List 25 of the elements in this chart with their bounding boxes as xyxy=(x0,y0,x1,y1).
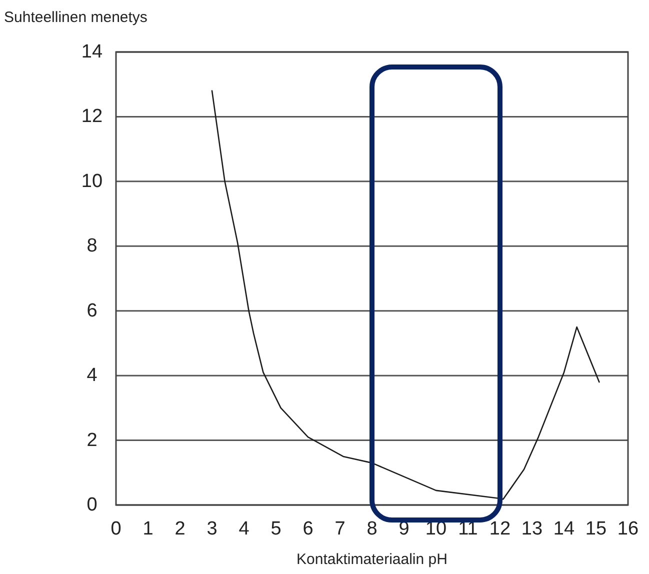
y-tick-label: 12 xyxy=(81,106,103,128)
x-tick-label: 0 xyxy=(110,518,122,540)
x-tick-label: 16 xyxy=(617,518,639,540)
y-tick-label: 2 xyxy=(86,430,98,451)
line-series xyxy=(211,90,600,500)
x-tick-label: 13 xyxy=(521,518,543,540)
y-tick-label: 4 xyxy=(86,365,98,386)
y-tick-label: 10 xyxy=(81,170,103,192)
y-axis-title: Suhteellinen menetys xyxy=(4,9,148,26)
x-tick-label: 12 xyxy=(489,518,511,540)
x-tick-label: 3 xyxy=(206,518,218,540)
x-tick-label: 14 xyxy=(553,518,575,540)
x-tick-label: 6 xyxy=(302,518,314,540)
x-tick-label: 15 xyxy=(585,518,607,540)
y-tick-label: 0 xyxy=(86,494,98,516)
x-axis-title: Kontaktimateriaalin pH xyxy=(296,551,448,568)
x-tick-label: 5 xyxy=(270,518,282,540)
x-tick-label: 8 xyxy=(366,518,378,540)
x-tick-label: 1 xyxy=(142,518,154,540)
y-tick-label: 6 xyxy=(86,300,98,322)
x-tick-label: 7 xyxy=(334,518,346,540)
y-tick-label: 8 xyxy=(86,236,98,257)
y-tick-label: 14 xyxy=(81,42,103,62)
x-tick-label: 4 xyxy=(238,518,250,540)
x-tick-label: 2 xyxy=(174,518,186,540)
